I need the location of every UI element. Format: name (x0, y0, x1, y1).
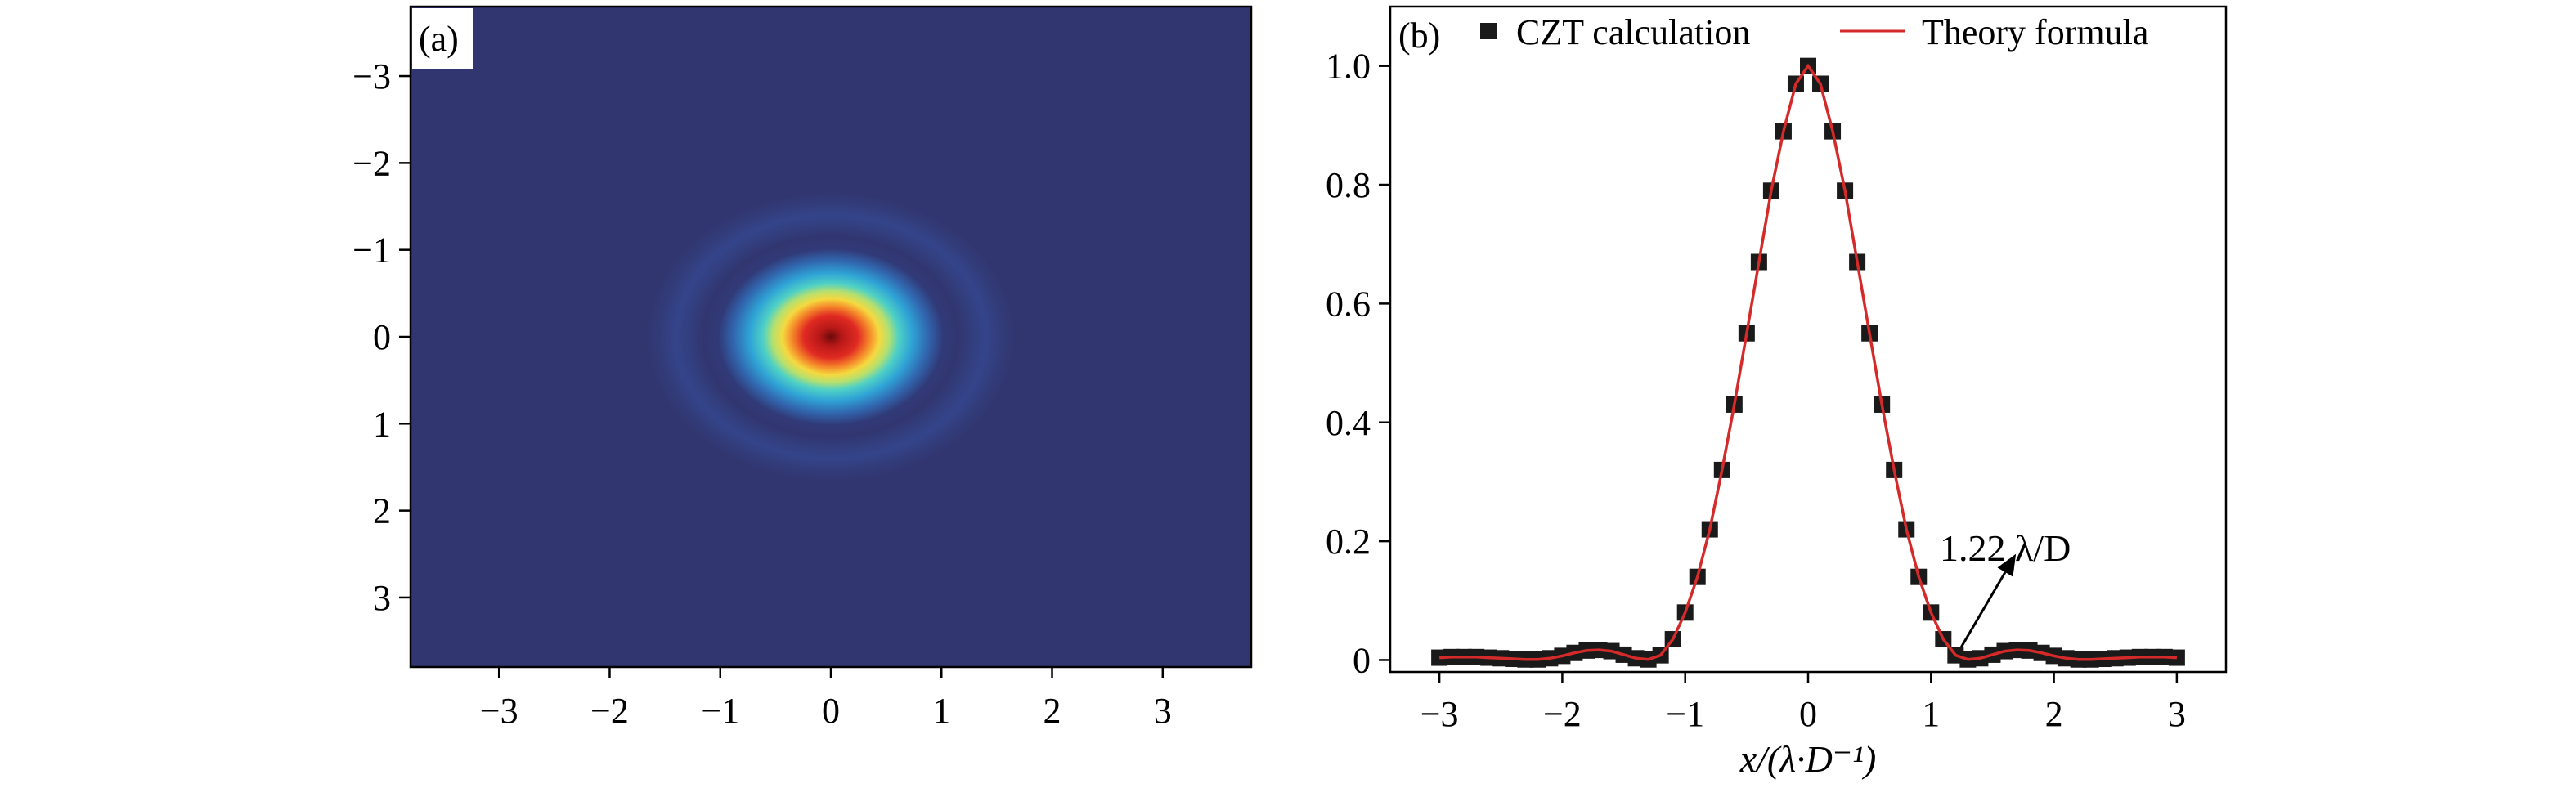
x-tick-label: 2 (2045, 694, 2063, 734)
x-tick-label: 0 (1799, 694, 1817, 734)
annotation-arrow-head (1997, 553, 2017, 577)
line-chart-y-axis: 0 0.2 0.4 0.6 0.8 1.0 (1326, 47, 1390, 680)
heatmap-y-axis: −3 −2 −1 0 1 2 3 (352, 56, 411, 618)
heatmap-x-axis: −3 −2 −1 0 1 2 3 (480, 667, 1172, 731)
y-tick-label: 0 (1353, 640, 1371, 680)
heatmap-x-tick-label: 0 (822, 691, 840, 731)
legend-label-czt: CZT calculation (1516, 12, 1750, 52)
panel-label-a-box (412, 8, 473, 69)
annotation-text: 1.22 λ/D (1940, 527, 2071, 569)
heatmap-y-tick-label: 3 (373, 578, 391, 618)
annotation: 1.22 λ/D (1940, 527, 2071, 648)
y-tick-label: 0.8 (1326, 165, 1371, 205)
theory-series-line (1439, 63, 2177, 661)
heatmap-x-tick-label: −1 (701, 691, 739, 731)
y-tick-label: 0.6 (1326, 284, 1371, 324)
heatmap-x-tick-label: −2 (590, 691, 629, 731)
line-chart-frame (1389, 5, 2228, 674)
heatmap-y-tick-label: −2 (352, 143, 391, 183)
annotation-arrow-shaft (1960, 571, 2007, 648)
heatmap-x-tick-label: −3 (480, 691, 518, 731)
y-tick-label: 0.4 (1326, 403, 1371, 443)
legend-marker-czt (1480, 23, 1497, 39)
heatmap-y-tick-label: 1 (373, 404, 391, 444)
heatmap-x-tick-label: 3 (1154, 691, 1172, 731)
x-tick-label: −3 (1420, 694, 1459, 734)
heatmap-panel: −3 −2 −1 0 1 2 3 −3 −2 −1 0 1 2 3 (a) (352, 5, 1253, 731)
heatmap-y-tick-label: −1 (352, 231, 391, 271)
heatmap-y-tick-label: −3 (352, 56, 391, 96)
heatmap-y-tick-label: 0 (373, 317, 391, 357)
x-axis-label: x/(λ·D⁻¹) (1739, 738, 1877, 780)
panel-label-b: (b) (1398, 16, 1440, 56)
heatmap-y-tick-label: 2 (373, 491, 391, 531)
y-tick-label: 1.0 (1326, 47, 1371, 87)
x-tick-label: 1 (1922, 694, 1940, 734)
heatmap-x-tick-label: 2 (1043, 691, 1061, 731)
heatmap-x-tick-label: 1 (932, 691, 950, 731)
line-chart-x-axis: −3 −2 −1 0 1 2 3 (1420, 672, 2186, 734)
line-chart-panel: −3 −2 −1 0 1 2 3 0 0.2 0.4 0.6 0.8 1.0 (b) CZT calc… (1326, 5, 2228, 780)
y-tick-label: 0.2 (1326, 522, 1371, 562)
x-tick-label: 3 (2168, 694, 2186, 734)
legend: CZT calculation Theory formula (1480, 12, 2148, 52)
x-tick-label: −2 (1543, 694, 1582, 734)
legend-label-theory: Theory formula (1922, 12, 2148, 52)
czt-series (1431, 57, 2185, 668)
x-tick-label: −1 (1666, 694, 1704, 734)
panel-label-a: (a) (419, 19, 459, 59)
airy-disk-pattern (637, 184, 1025, 490)
